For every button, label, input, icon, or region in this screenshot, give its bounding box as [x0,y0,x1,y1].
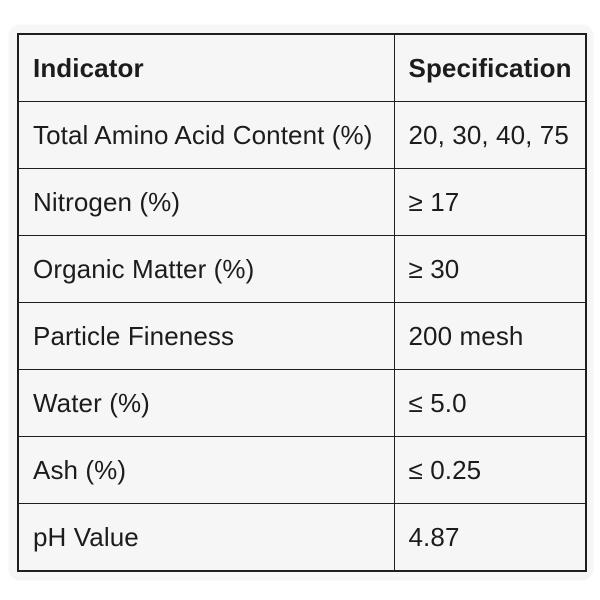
indicator-cell: Organic Matter (%) [17,235,395,303]
table-row: Water (%) ≤ 5.0 [17,369,587,437]
spec-card: Indicator Specification Total Amino Acid… [10,25,592,578]
indicator-cell: Ash (%) [17,436,395,504]
table-row: Particle Fineness 200 mesh [17,302,587,370]
table-row: Nitrogen (%) ≥ 17 [17,168,587,236]
indicator-cell: Water (%) [17,369,395,437]
table-row: Total Amino Acid Content (%) 20, 30, 40,… [17,101,587,169]
specification-cell: ≤ 0.25 [393,436,587,504]
specification-cell: ≥ 17 [393,168,587,236]
table-header-specification: Specification [393,33,587,102]
table-header-indicator: Indicator [17,33,395,102]
specification-cell: ≥ 30 [393,235,587,303]
table-row: Organic Matter (%) ≥ 30 [17,235,587,303]
specification-cell: ≤ 5.0 [393,369,587,437]
indicator-cell: Nitrogen (%) [17,168,395,236]
spec-table: Indicator Specification Total Amino Acid… [17,33,587,572]
specification-cell: 20, 30, 40, 75 [393,101,587,169]
indicator-cell: Total Amino Acid Content (%) [17,101,395,169]
table-header-row: Indicator Specification [17,33,587,102]
specification-cell: 200 mesh [393,302,587,370]
specification-cell: 4.87 [393,503,587,572]
table-row: pH Value 4.87 [17,503,587,572]
indicator-cell: Particle Fineness [17,302,395,370]
indicator-cell: pH Value [17,503,395,572]
table-row: Ash (%) ≤ 0.25 [17,436,587,504]
